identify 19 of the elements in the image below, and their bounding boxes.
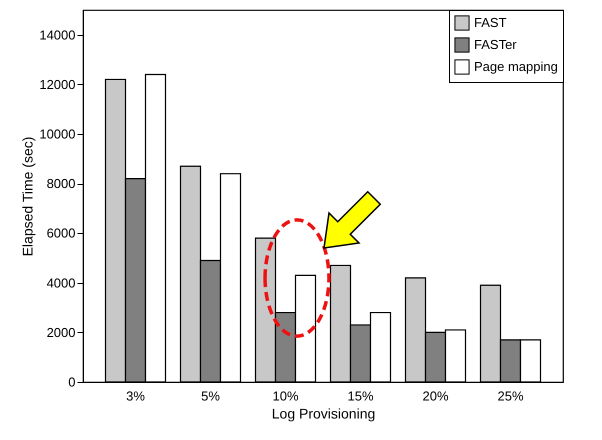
x-tick-label: 10%: [272, 388, 299, 404]
legend-label: FASTer: [474, 37, 518, 52]
x-tick-label: 5%: [201, 388, 220, 404]
legend-label: Page mapping: [474, 59, 558, 74]
y-tick-label: 14000: [39, 27, 76, 42]
y-tick-label: 8000: [46, 176, 76, 192]
y-axis-title: Elapsed Time (sec): [19, 136, 36, 256]
y-tick-label: 0: [68, 374, 76, 390]
x-tick-label: 25%: [497, 388, 524, 404]
x-tick-label: 15%: [347, 388, 374, 404]
x-tick-label: 3%: [126, 388, 146, 404]
y-tick-label: 10000: [39, 126, 76, 142]
y-tick-label: 6000: [46, 226, 76, 241]
x-axis-title: Log Provisioning: [272, 406, 376, 422]
y-tick-label: 2000: [46, 324, 76, 340]
legend-label: FAST: [474, 15, 507, 30]
y-tick-label: 12000: [39, 76, 76, 92]
x-tick-label: 20%: [422, 388, 449, 404]
y-tick-label: 4000: [46, 275, 76, 290]
